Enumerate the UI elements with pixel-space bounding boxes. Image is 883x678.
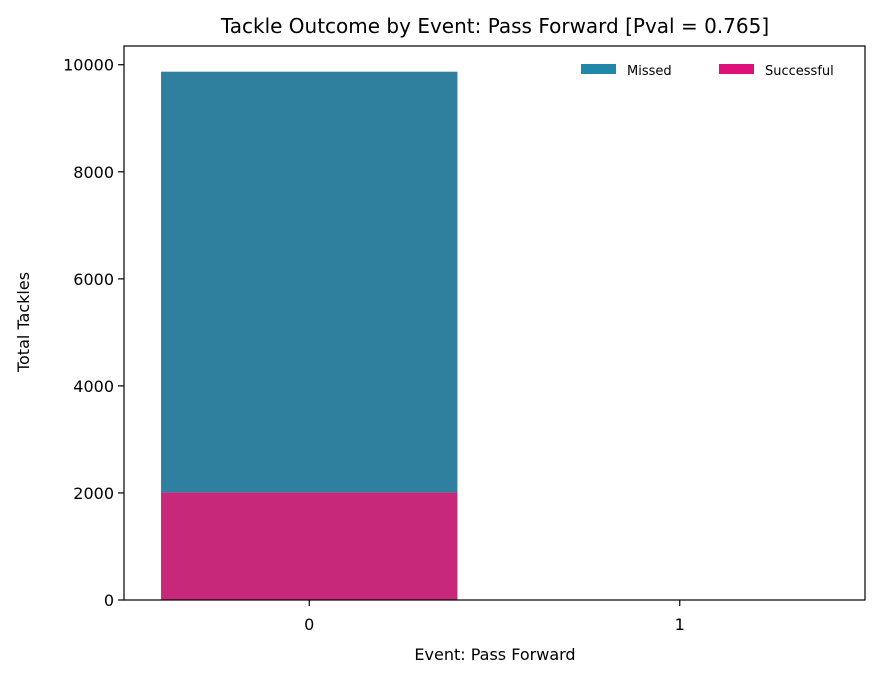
legend-swatch-successful [719, 64, 754, 74]
y-tick-label: 6000 [73, 270, 114, 289]
plot-frame [123, 45, 866, 601]
x-tick-label: 1 [675, 615, 685, 634]
bar-missed-0 [161, 71, 458, 493]
y-tick-label: 0 [104, 591, 114, 610]
y-tick-label: 8000 [73, 163, 114, 182]
legend-label-successful: Successful [765, 64, 834, 79]
chart-title: Tackle Outcome by Event: Pass Forward [P… [220, 14, 769, 38]
plot-area [123, 45, 866, 601]
x-axis-label: Event: Pass Forward [414, 645, 575, 664]
bar-successful-0 [161, 492, 458, 600]
legend: Missed Successful [581, 64, 834, 79]
y-tick-label: 4000 [73, 377, 114, 396]
x-tick-label: 0 [304, 615, 314, 634]
legend-label-missed: Missed [627, 64, 672, 79]
y-tick-label: 10000 [63, 56, 114, 75]
y-tick-label: 2000 [73, 484, 114, 503]
y-axis: 0 2000 4000 6000 8000 10000 [63, 56, 124, 610]
y-axis-label: Total Tackles [14, 272, 33, 373]
legend-swatch-missed [581, 64, 616, 74]
